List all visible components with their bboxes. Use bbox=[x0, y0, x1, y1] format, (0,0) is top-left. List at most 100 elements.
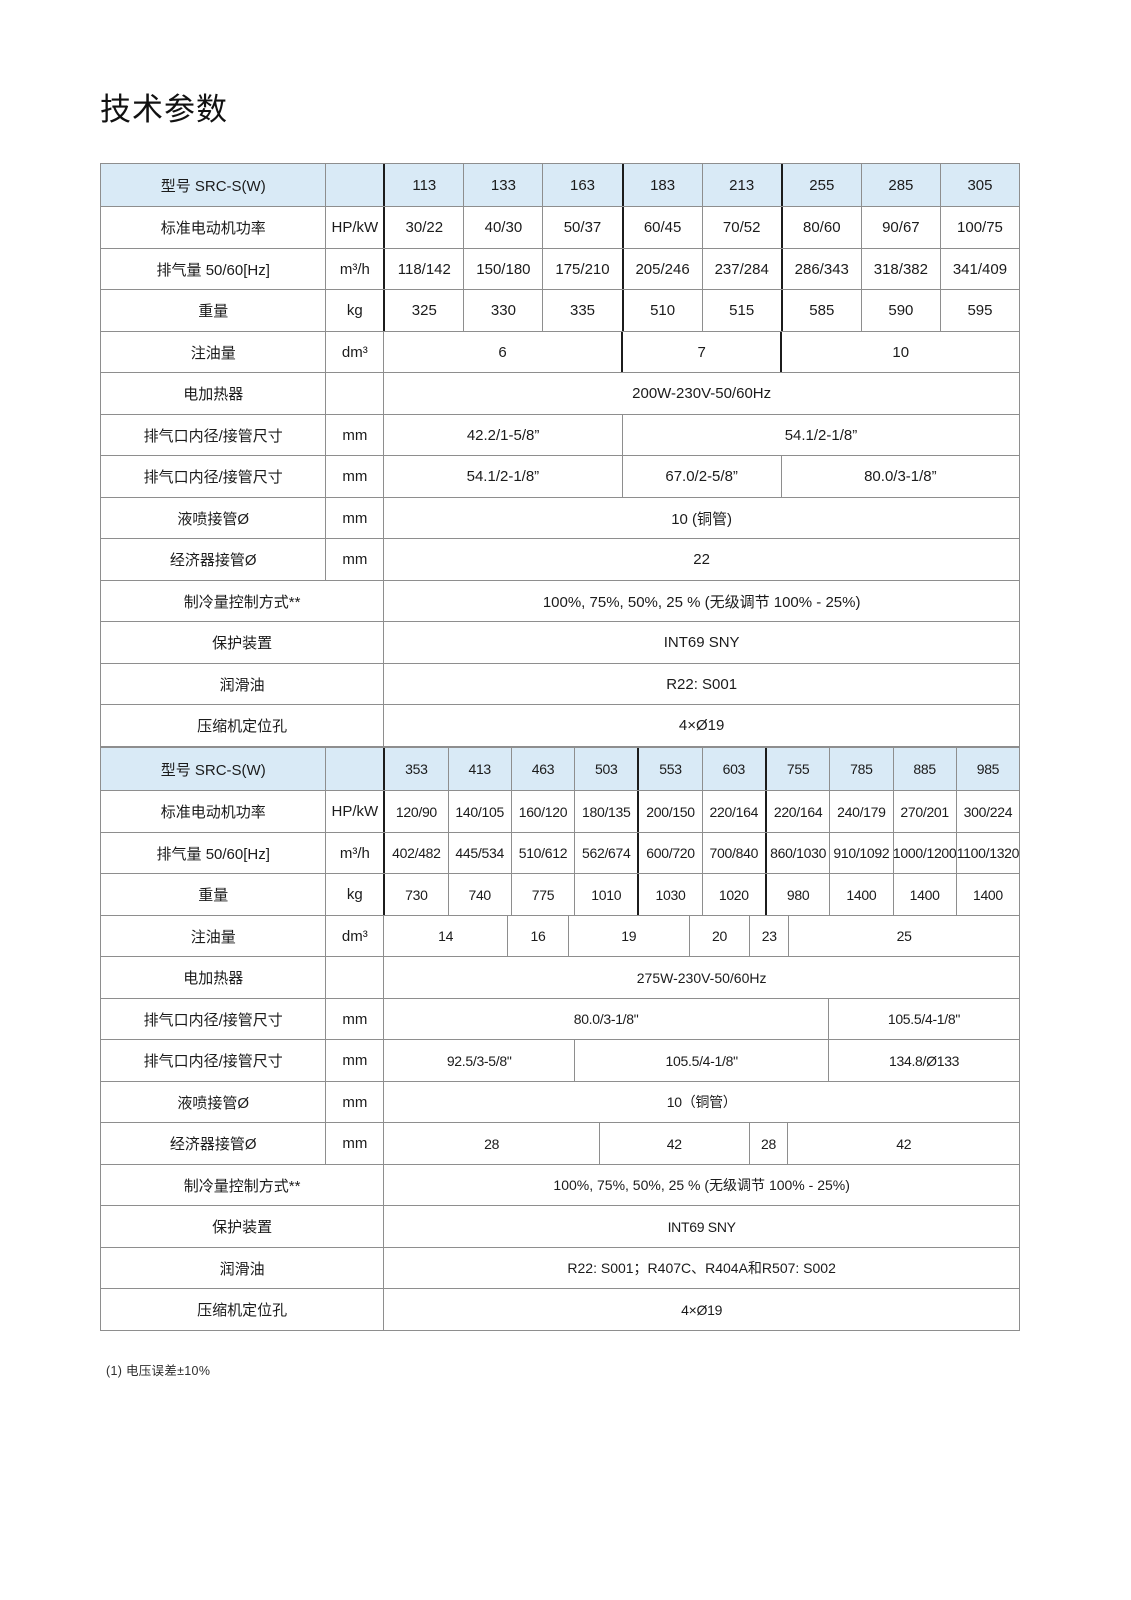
cell-value: 270/201 bbox=[892, 791, 956, 832]
row-unit: kg bbox=[325, 290, 383, 331]
row-label: 排气口内径/接管尺寸 bbox=[143, 427, 283, 445]
cell-value: 10（铜管） bbox=[383, 1081, 1019, 1123]
table-row: 排气量 50/60[Hz] m³/h 118/142 150/180 175/210 20… bbox=[101, 247, 1019, 290]
table-row: 电加热器 275W-230V-50/60Hz bbox=[101, 956, 1019, 998]
row-label: 经济器接管Ø bbox=[169, 552, 257, 570]
model-number: 553 bbox=[637, 747, 701, 791]
table-header-row: 型号 SRC-S(W) 113 133 163 183 213 255 285 305 bbox=[101, 164, 1019, 207]
cell-value: 200/150 bbox=[637, 791, 701, 832]
row-data-area: 100%, 75%, 50%, 25 % (无级调节 100% - 25%) bbox=[383, 1164, 1019, 1206]
row-data-area: 4×Ø19 bbox=[383, 1289, 1019, 1330]
table-row: 排气口内径/接管尺寸 mm 42.2/1-5/8” 54.1/2-1/8” bbox=[101, 413, 1019, 456]
cell-value: 19 bbox=[567, 915, 689, 957]
table-row: 保护装置 INT69 SNY bbox=[101, 1205, 1019, 1247]
cell-value: 20 bbox=[688, 915, 750, 957]
table-row: 标准电动机功率 HP/kW 30/22 40/30 50/37 60/45 70/52 80/… bbox=[101, 206, 1019, 248]
table-row: 标准电动机功率 HP/kW 120/90 140/105 160/120 180/135 2… bbox=[101, 790, 1019, 832]
model-number: 163 bbox=[542, 164, 621, 207]
model-number: 603 bbox=[701, 747, 765, 791]
row-data-area: 730 740 775 1010 1030 1020 980 1400 1400 1400 bbox=[383, 874, 1019, 915]
row-unit: mm bbox=[325, 1081, 383, 1123]
model-number: 305 bbox=[939, 164, 1019, 207]
row-label: 制冷量控制方式** bbox=[183, 593, 301, 611]
row-data-area: 54.1/2-1/8” 67.0/2-5/8” 80.0/3-1/8” bbox=[383, 456, 1019, 497]
table-row: 液喷接管Ø mm 10 (铜管) bbox=[101, 496, 1019, 539]
cell-value: 445/534 bbox=[447, 832, 511, 874]
cell-value: 42.2/1-5/8” bbox=[383, 414, 622, 456]
cell-value: R22: S001 bbox=[383, 663, 1019, 705]
cell-value: 1010 bbox=[574, 874, 637, 915]
cell-value: 562/674 bbox=[574, 832, 637, 874]
row-data-area: 325 330 335 510 515 585 590 595 bbox=[383, 290, 1019, 331]
row-data-area: INT69 SNY bbox=[383, 1206, 1019, 1247]
model-number: 113 bbox=[383, 164, 463, 207]
model-number: 755 bbox=[764, 747, 829, 791]
table-row: 保护装置 INT69 SNY bbox=[101, 621, 1019, 663]
cell-value: 42 bbox=[599, 1123, 748, 1164]
cell-value: 860/1030 bbox=[764, 832, 829, 874]
row-data-area: 42.2/1-5/8” 54.1/2-1/8” bbox=[383, 414, 1019, 456]
table-row: 制冷量控制方式** 100%, 75%, 50%, 25 % (无级调节 100%… bbox=[101, 1163, 1019, 1206]
row-data-area: 4×Ø19 bbox=[383, 705, 1019, 746]
row-data-area: 100%, 75%, 50%, 25 % (无级调节 100% - 25%) bbox=[383, 580, 1019, 622]
row-data-area: 120/90 140/105 160/120 180/135 200/150 220/16… bbox=[383, 791, 1019, 832]
row-label: 注油量 bbox=[190, 928, 236, 946]
table-row: 排气口内径/接管尺寸 mm 54.1/2-1/8” 67.0/2-5/8” 80.0/3… bbox=[101, 455, 1019, 497]
cell-value: 341/409 bbox=[939, 248, 1019, 290]
cell-value: 595 bbox=[939, 290, 1019, 331]
row-data-area: 118/142 150/180 175/210 205/246 237/284 286/3… bbox=[383, 248, 1019, 290]
model-number: 985 bbox=[955, 747, 1019, 791]
row-label: 电加热器 bbox=[183, 386, 244, 404]
cell-value: 100/75 bbox=[939, 207, 1019, 248]
spec-table-2: 型号 SRC-S(W) 353 413 463 503 553 603 755 785 885 98… bbox=[100, 746, 1020, 1331]
spec-table-1-slot: 型号 SRC-S(W) 113 133 163 183 213 255 285 305 标准电动机… bbox=[100, 163, 1020, 747]
row-unit: m³/h bbox=[325, 832, 383, 874]
row-label: 保护装置 bbox=[212, 1219, 273, 1237]
row-data-area: 22 bbox=[383, 539, 1019, 580]
model-number: 255 bbox=[780, 164, 861, 207]
row-label: 排气口内径/接管尺寸 bbox=[143, 469, 283, 487]
cell-value: 325 bbox=[383, 290, 463, 331]
cell-value: 200W-230V-50/60Hz bbox=[383, 373, 1019, 414]
row-label: 重量 bbox=[198, 303, 229, 321]
row-label: 注油量 bbox=[190, 344, 236, 362]
cell-value: 40/30 bbox=[463, 207, 542, 248]
cell-value: 120/90 bbox=[383, 791, 447, 832]
row-data-area: 275W-230V-50/60Hz bbox=[383, 957, 1019, 998]
cell-value: 25 bbox=[788, 915, 1019, 957]
row-label: 排气口内径/接管尺寸 bbox=[143, 1053, 283, 1071]
row-label: 标准电动机功率 bbox=[160, 804, 266, 822]
cell-value: 700/840 bbox=[701, 832, 765, 874]
cell-value: 237/284 bbox=[701, 248, 781, 290]
cell-value: 134.8/Ø133 bbox=[828, 1040, 1019, 1081]
cell-value: 54.1/2-1/8” bbox=[621, 414, 1019, 456]
model-number: 285 bbox=[860, 164, 940, 207]
row-data-area: R22: S001 bbox=[383, 663, 1019, 705]
table-row: 压缩机定位孔 4×Ø19 bbox=[101, 1288, 1019, 1330]
cell-value: 22 bbox=[383, 539, 1019, 580]
spec-table-2-slot: 型号 SRC-S(W) 353 413 463 503 553 603 755 785 885 98… bbox=[100, 746, 1020, 1331]
cell-value: 140/105 bbox=[447, 791, 511, 832]
cell-value: 70/52 bbox=[701, 207, 781, 248]
cell-value: 510 bbox=[621, 290, 702, 331]
cell-value: INT69 SNY bbox=[383, 622, 1019, 663]
table-row: 注油量 dm³ 14 16 19 20 23 25 bbox=[101, 914, 1019, 957]
table-row: 注油量 dm³ 6 7 10 bbox=[101, 330, 1019, 373]
cell-value: 105.5/4-1/8" bbox=[574, 1040, 828, 1081]
cell-value: 10 bbox=[780, 331, 1019, 373]
row-data-area: 6 7 10 bbox=[383, 331, 1019, 373]
cell-value: 150/180 bbox=[463, 248, 542, 290]
row-data-area: 10 (铜管) bbox=[383, 497, 1019, 539]
row-label: 电加热器 bbox=[183, 970, 244, 988]
cell-value: 335 bbox=[542, 290, 621, 331]
cell-value: 7 bbox=[620, 331, 781, 373]
table-row: 压缩机定位孔 4×Ø19 bbox=[101, 704, 1019, 746]
cell-value: 600/720 bbox=[637, 832, 701, 874]
cell-value: 160/120 bbox=[510, 791, 574, 832]
cell-value: 80.0/3-1/8" bbox=[383, 998, 828, 1040]
row-data-area: 80.0/3-1/8" 105.5/4-1/8" bbox=[383, 998, 1019, 1040]
cell-value: 220/164 bbox=[764, 791, 829, 832]
model-number: 353 bbox=[383, 747, 447, 791]
row-unit: HP/kW bbox=[325, 791, 383, 832]
